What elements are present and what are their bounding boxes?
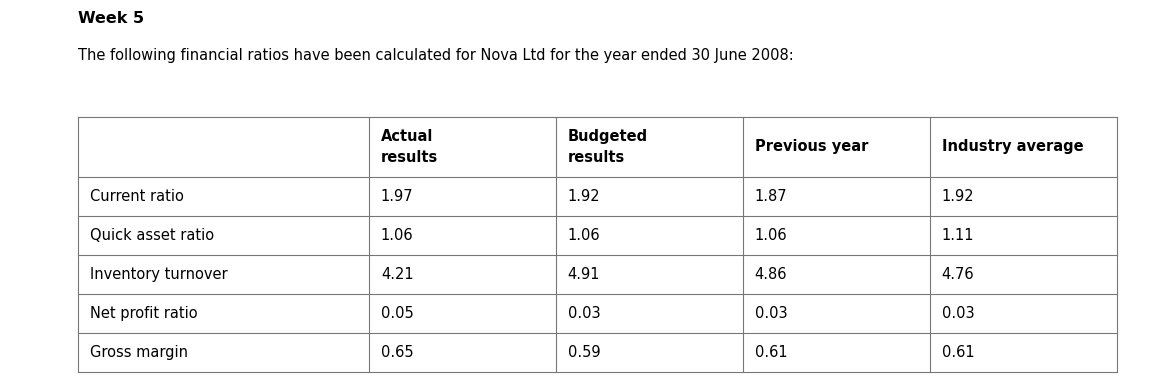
- Text: 4.76: 4.76: [942, 267, 974, 282]
- Text: 0.03: 0.03: [942, 306, 974, 321]
- Text: 4.21: 4.21: [381, 267, 413, 282]
- Text: Week 5: Week 5: [78, 11, 144, 26]
- Text: Current ratio: Current ratio: [90, 189, 183, 204]
- Text: 1.06: 1.06: [568, 228, 600, 242]
- Text: Inventory turnover: Inventory turnover: [90, 267, 227, 282]
- Text: Net profit ratio: Net profit ratio: [90, 306, 197, 321]
- Text: 4.86: 4.86: [755, 267, 787, 282]
- Text: 0.61: 0.61: [942, 345, 974, 360]
- Text: 0.59: 0.59: [568, 345, 600, 360]
- Text: 1.11: 1.11: [942, 228, 974, 242]
- Text: The following financial ratios have been calculated for Nova Ltd for the year en: The following financial ratios have been…: [78, 48, 794, 63]
- Text: 0.03: 0.03: [568, 306, 600, 321]
- Text: 1.97: 1.97: [381, 189, 413, 204]
- Text: Quick asset ratio: Quick asset ratio: [90, 228, 215, 242]
- Text: Gross margin: Gross margin: [90, 345, 188, 360]
- Text: 0.05: 0.05: [381, 306, 413, 321]
- Text: 0.61: 0.61: [755, 345, 787, 360]
- Text: 0.65: 0.65: [381, 345, 413, 360]
- Text: 1.92: 1.92: [942, 189, 974, 204]
- Text: 1.06: 1.06: [381, 228, 413, 242]
- Text: 1.06: 1.06: [755, 228, 787, 242]
- Text: 1.87: 1.87: [755, 189, 787, 204]
- Text: 1.92: 1.92: [568, 189, 600, 204]
- Text: 0.03: 0.03: [755, 306, 787, 321]
- Text: 4.91: 4.91: [568, 267, 600, 282]
- Text: Previous year: Previous year: [755, 139, 868, 154]
- Text: Budgeted
results: Budgeted results: [568, 129, 647, 165]
- Text: Actual
results: Actual results: [381, 129, 439, 165]
- Text: Industry average: Industry average: [942, 139, 1084, 154]
